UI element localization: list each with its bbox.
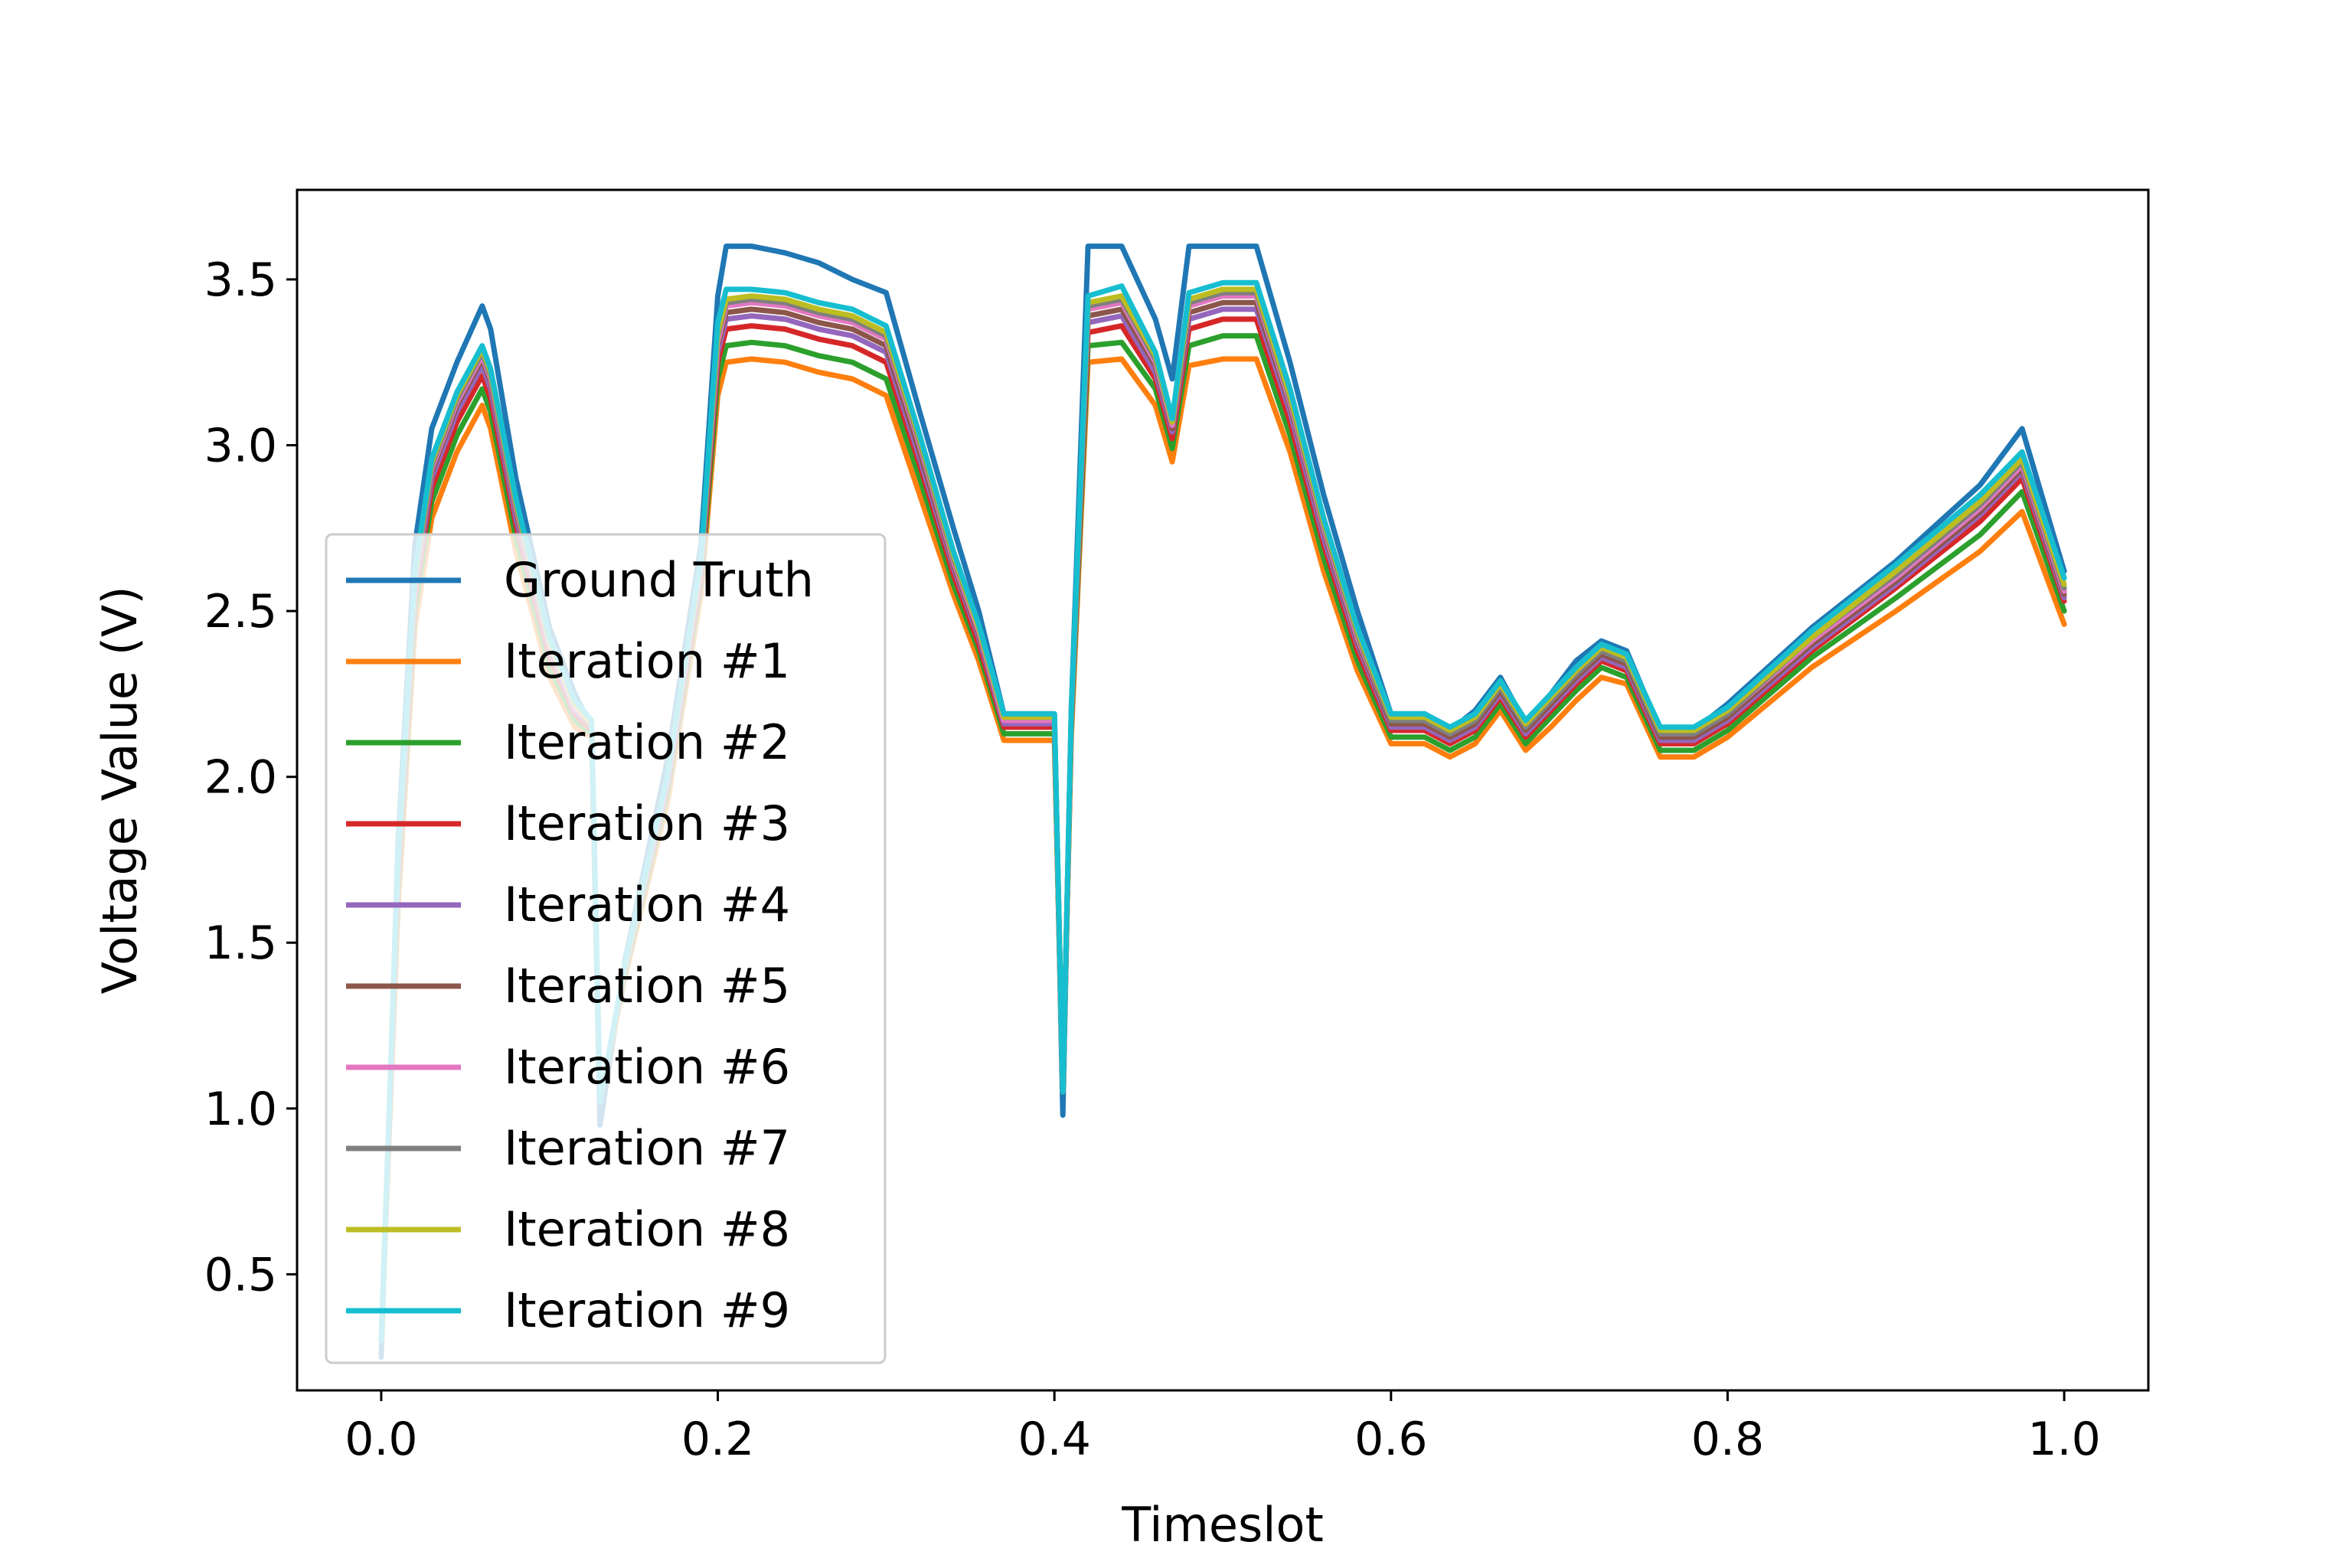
legend-label: Iteration #4 [504, 877, 790, 933]
y-tick-label: 0.5 [204, 1248, 277, 1302]
legend-label: Iteration #9 [504, 1282, 790, 1338]
y-tick-label: 1.0 [204, 1083, 277, 1136]
x-axis-label: Timeslot [1121, 1497, 1324, 1553]
legend-label: Iteration #5 [504, 958, 790, 1014]
x-tick-label: 0.2 [681, 1413, 754, 1466]
legend-label: Iteration #6 [504, 1039, 790, 1095]
x-tick-label: 1.0 [2027, 1413, 2100, 1466]
y-tick-label: 2.5 [204, 585, 277, 639]
plot-frame [296, 188, 2150, 1392]
legend-label: Iteration #2 [504, 714, 790, 770]
y-tick-label: 2.0 [204, 751, 277, 805]
x-tick-label: 0.6 [1354, 1413, 1427, 1466]
x-tick-label: 0.0 [345, 1413, 417, 1466]
legend-label: Iteration #3 [504, 795, 790, 851]
legend-label: Ground Truth [504, 552, 814, 608]
y-axis-ticks: 0.5 1.0 1.5 2.0 2.5 3.0 3.5 [204, 253, 297, 1302]
legend: Ground Truth Iteration #1 Iteration #2 Iter… [325, 533, 887, 1364]
legend-label: Iteration #8 [504, 1201, 790, 1257]
legend-label: Iteration #1 [504, 633, 790, 689]
y-tick-label: 3.5 [204, 253, 277, 307]
y-tick-label: 1.5 [204, 916, 277, 970]
x-tick-label: 0.8 [1691, 1413, 1764, 1466]
x-tick-label: 0.4 [1018, 1413, 1090, 1466]
y-axis-label: Voltage Value (V) [92, 586, 148, 994]
y-tick-label: 3.0 [204, 420, 277, 473]
legend-box [325, 533, 887, 1364]
x-axis-ticks: 0.0 0.2 0.4 0.6 0.8 1.0 [345, 1390, 2101, 1466]
legend-label: Iteration #7 [504, 1120, 790, 1176]
